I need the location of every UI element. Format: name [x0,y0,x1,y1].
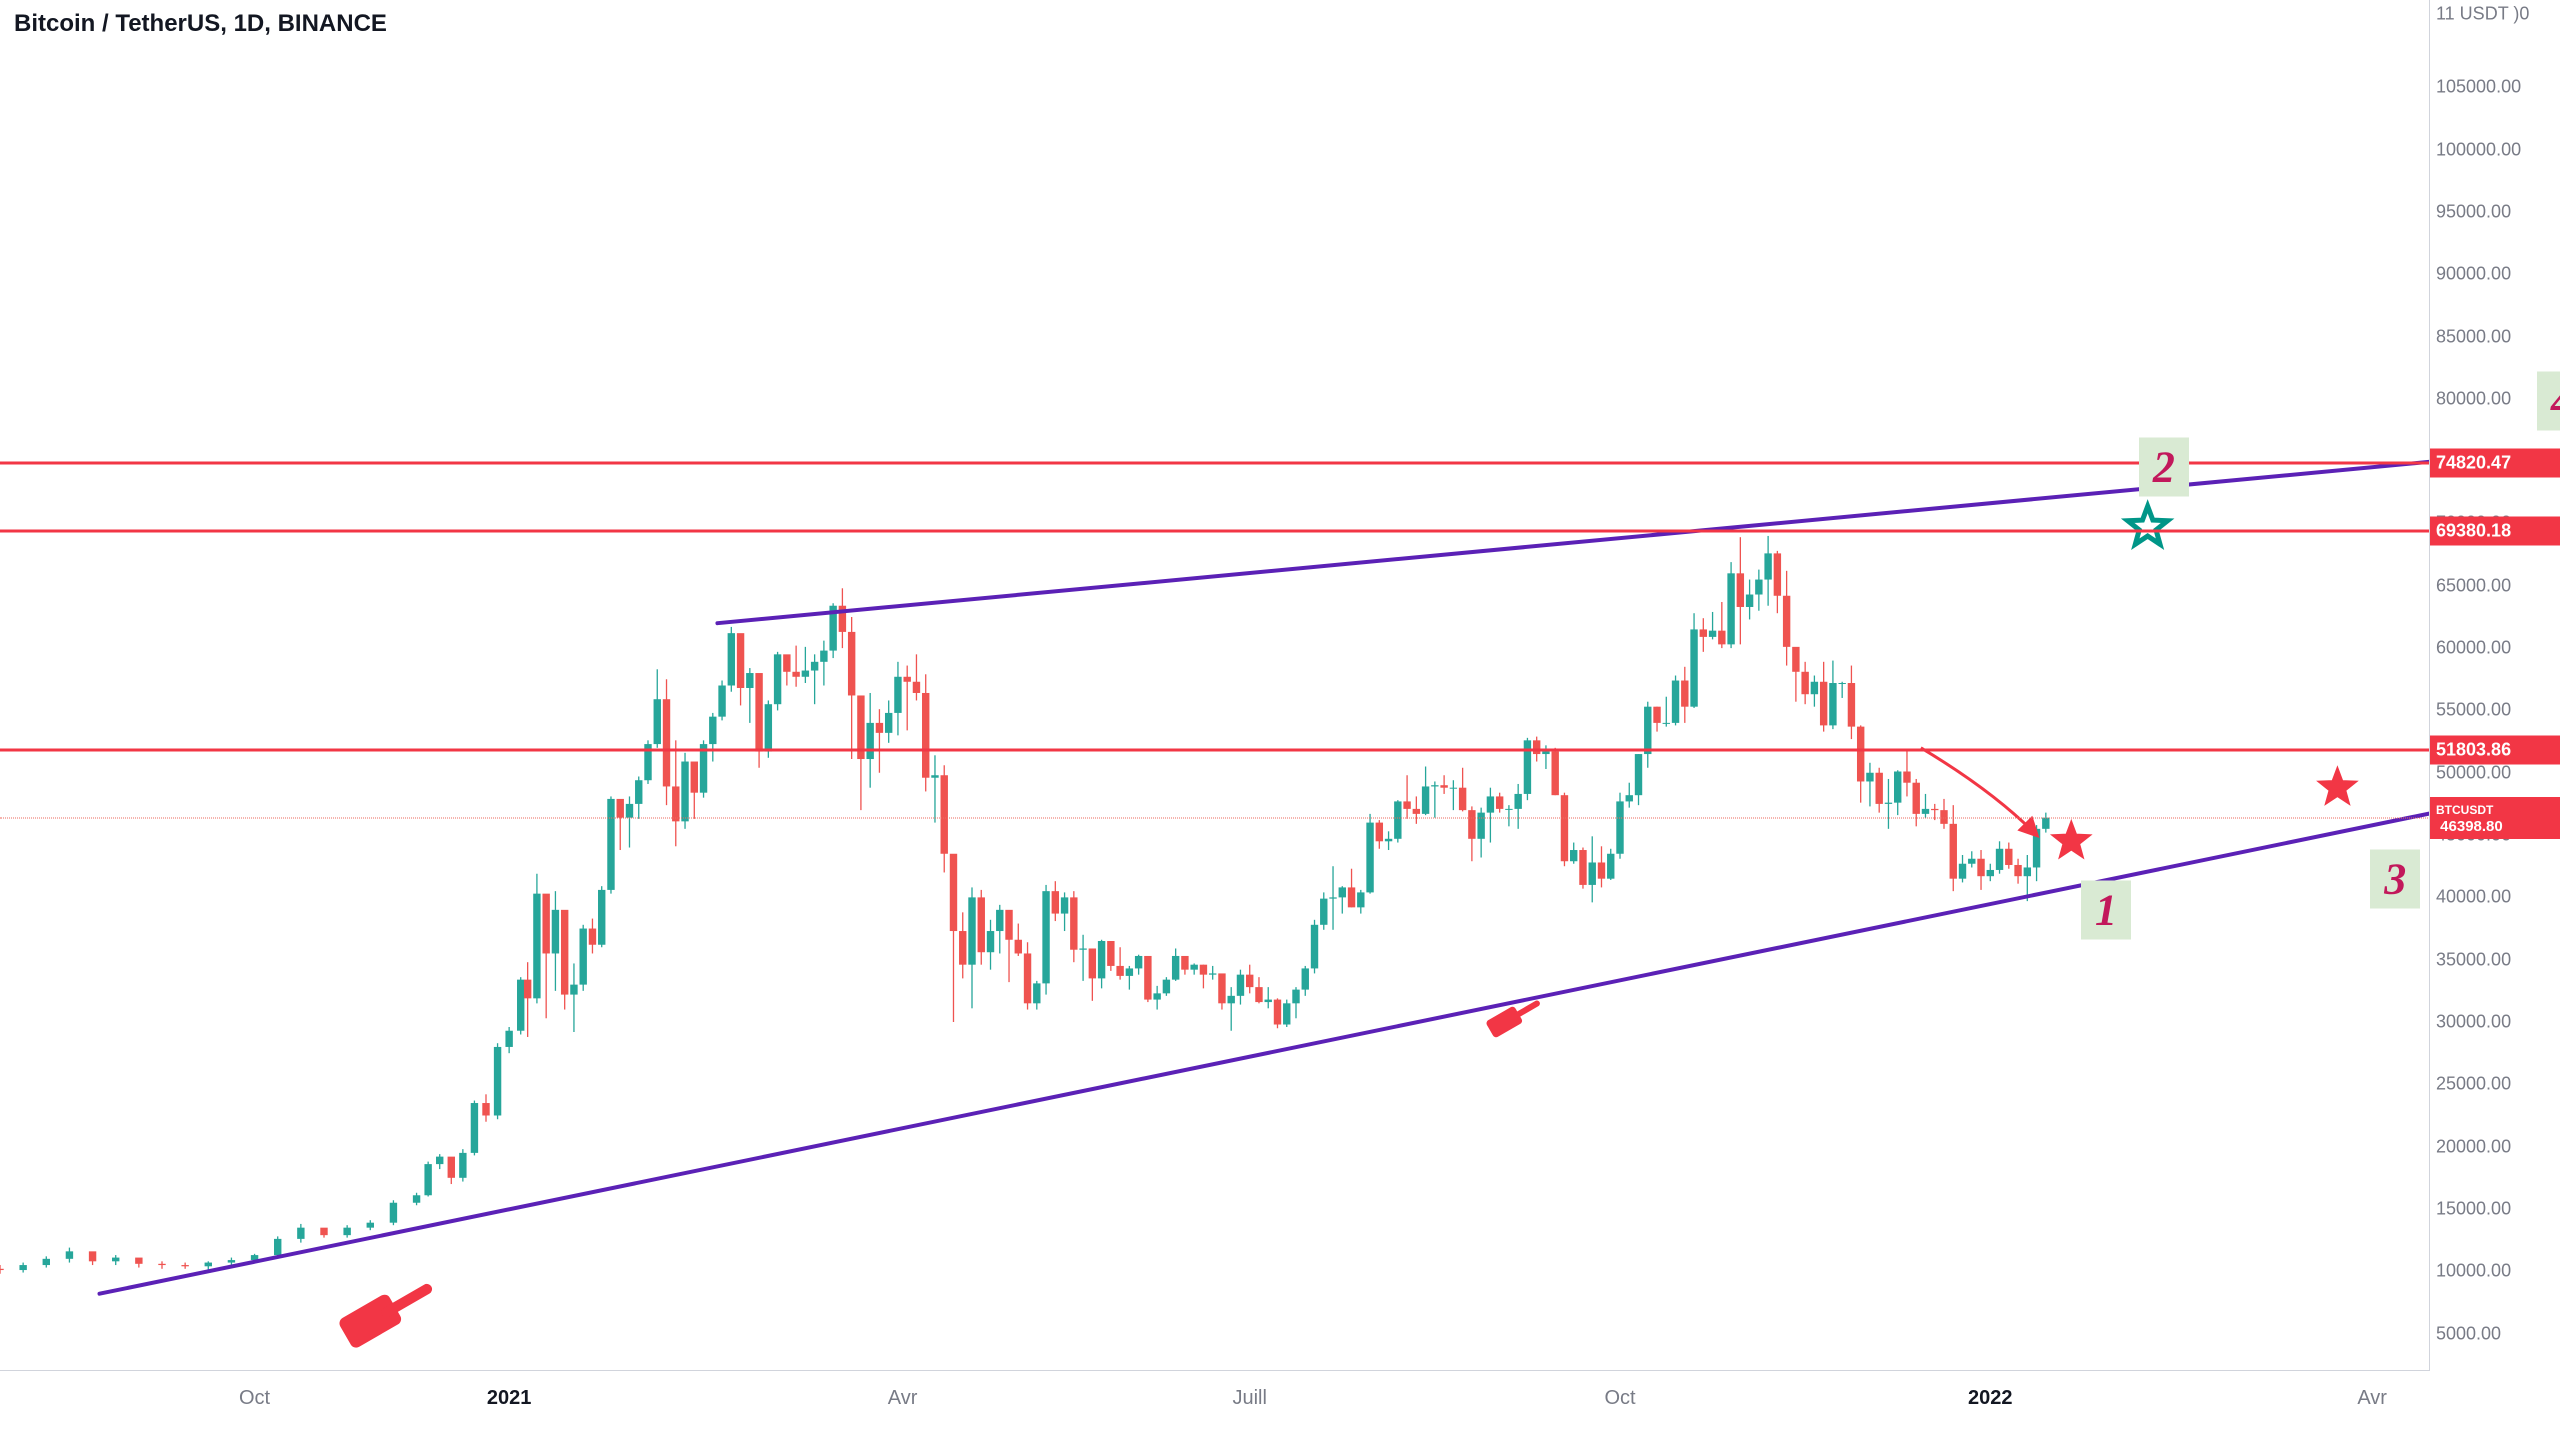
chart-title: Bitcoin / TetherUS, 1D, BINANCE [14,10,387,38]
time-tick: Juill [1232,1387,1266,1410]
price-line-label: 74820.47 [2430,449,2560,478]
price-line-label: 51803.86 [2430,736,2560,765]
price-tick: 25000.00 [2436,1074,2511,1095]
last-price-label: BTCUSDT 46398.80 [2430,797,2560,839]
price-tick: 105000.00 [2436,77,2521,98]
price-line[interactable] [0,462,2430,465]
chart-overlay-svg [0,0,2430,1371]
price-tick: 85000.00 [2436,326,2511,347]
price-line-label: 69380.18 [2430,517,2560,546]
price-tick: 60000.00 [2436,638,2511,659]
price-tick: 35000.00 [2436,949,2511,970]
price-tick: 55000.00 [2436,700,2511,721]
price-tick: 100000.00 [2436,139,2521,160]
price-tick: 10000.00 [2436,1261,2511,1282]
price-tick: 50000.00 [2436,762,2511,783]
wave-label-1[interactable]: 1 [2081,880,2131,939]
time-tick: Oct [239,1387,270,1410]
price-tick: 95000.00 [2436,201,2511,222]
time-tick: Avr [888,1387,918,1410]
time-tick: 2022 [1968,1387,2013,1410]
price-line[interactable] [0,530,2430,533]
price-tick: 15000.00 [2436,1198,2511,1219]
price-tick: 30000.00 [2436,1012,2511,1033]
price-axis-unit: 11 USDT )0 [2436,4,2529,25]
price-line[interactable] [0,749,2430,752]
last-price-line [0,817,2430,818]
price-tick: 80000.00 [2436,388,2511,409]
price-tick: 90000.00 [2436,264,2511,285]
time-axis[interactable]: 27 Juin '22Oct2021AvrJuillOct2022AvrOct2… [0,1370,2430,1431]
price-tick: 65000.00 [2436,575,2511,596]
time-tick: Oct [1604,1387,1635,1410]
chart-plot-area[interactable]: 12345 [0,0,2430,1371]
price-tick: 20000.00 [2436,1136,2511,1157]
price-tick: 5000.00 [2436,1323,2501,1344]
time-tick: 2021 [487,1387,532,1410]
time-tick: Avr [2357,1387,2387,1410]
wave-label-2[interactable]: 2 [2139,438,2189,497]
price-axis[interactable]: 11 USDT )0 5000.00 10000.00 15000.00 20000.… [2429,0,2560,1371]
price-tick: 40000.00 [2436,887,2511,908]
wave-label-3[interactable]: 3 [2370,849,2420,908]
